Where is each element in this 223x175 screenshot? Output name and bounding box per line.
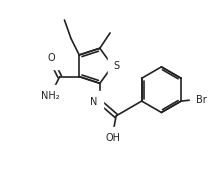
Text: O: O: [47, 53, 55, 63]
Text: Br: Br: [196, 95, 206, 105]
Text: N: N: [90, 97, 97, 107]
Text: OH: OH: [105, 133, 120, 143]
Text: S: S: [114, 61, 120, 71]
Text: NH₂: NH₂: [41, 91, 60, 101]
